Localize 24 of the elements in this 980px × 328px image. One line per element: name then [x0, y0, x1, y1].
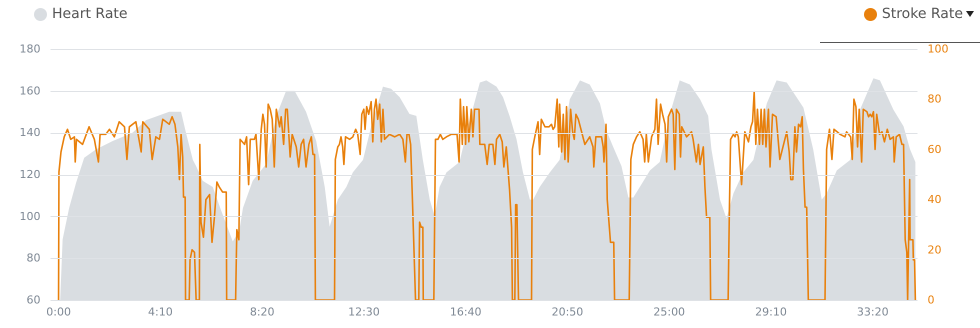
y-tick-label: 60	[26, 294, 40, 306]
y-tick-label: 180	[20, 42, 40, 56]
y2-tick-label: 80	[928, 92, 942, 106]
x-tick-label: 16:40	[450, 306, 482, 318]
x-tick-label: 4:10	[148, 306, 173, 318]
legend-label: Heart Rate	[52, 6, 128, 22]
x-tick-label: 25:00	[653, 306, 686, 318]
y2-tick-label: 0	[928, 294, 934, 306]
x-tick-label: 20:50	[552, 306, 584, 318]
x-tick-label: 33:20	[856, 306, 889, 318]
y2-tick-label: 40	[928, 193, 942, 206]
y-tick-label: 160	[20, 84, 40, 98]
x-tick-label: 12:30	[348, 306, 380, 318]
y-tick-label: 140	[20, 126, 40, 140]
y-tick-label: 120	[20, 168, 40, 181]
legend-label: Stroke Rate	[882, 6, 963, 22]
x-tick-label: 0:00	[46, 306, 71, 318]
y-tick-label: 80	[26, 252, 40, 265]
y-tick-label: 100	[20, 210, 40, 223]
y2-tick-label: 100	[928, 42, 948, 56]
x-tick-label: 29:10	[755, 306, 787, 318]
y2-tick-label: 60	[928, 142, 942, 156]
x-tick-label: 8:20	[250, 306, 275, 318]
y2-tick-label: 20	[928, 243, 942, 256]
